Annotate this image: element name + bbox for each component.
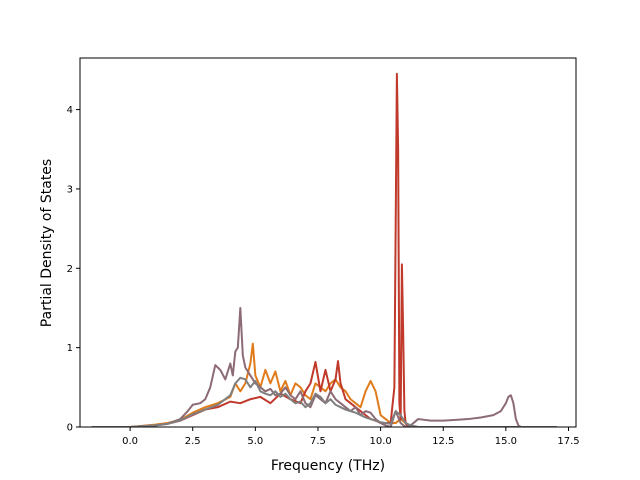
y-axis-label: Partial Density of States — [39, 159, 55, 327]
series-line-1 — [91, 342, 557, 427]
series-line-3 — [91, 306, 557, 427]
x-tick-label: 10.0 — [369, 436, 391, 447]
x-tick-label: 12.5 — [432, 436, 454, 447]
x-tick-label: 15.0 — [495, 436, 517, 447]
x-axis-label: Frequency (THz) — [271, 458, 385, 474]
series-layer — [91, 72, 557, 427]
x-tick-label: 0.0 — [122, 436, 138, 447]
x-tick-label: 7.5 — [310, 436, 326, 447]
series-line-2 — [91, 72, 557, 427]
y-tick-label: 4 — [67, 105, 73, 116]
series-line-4 — [91, 376, 557, 427]
y-tick-label: 3 — [67, 184, 73, 195]
y-tick-label: 1 — [67, 343, 73, 354]
y-tick-label: 0 — [67, 423, 73, 434]
x-tick-label: 17.5 — [557, 436, 579, 447]
x-axis: 0.0 2.5 5.0 7.5 10.0 12.5 15.0 17.5 — [122, 427, 580, 447]
x-tick-label: 5.0 — [247, 436, 263, 447]
y-axis: 0 1 2 3 4 — [67, 105, 80, 434]
y-tick-label: 2 — [67, 264, 73, 275]
plot-frame — [79, 57, 577, 428]
x-tick-label: 2.5 — [185, 436, 201, 447]
